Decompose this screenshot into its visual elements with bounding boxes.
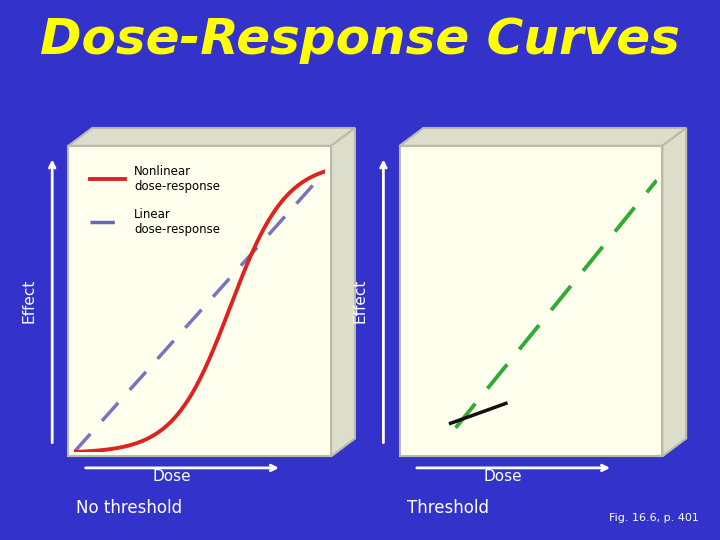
Text: Effect: Effect [353, 279, 367, 323]
Text: Dose: Dose [484, 469, 522, 484]
Text: Dose-Response Curves: Dose-Response Curves [40, 16, 680, 64]
Text: Effect: Effect [22, 279, 36, 323]
Text: Threshold: Threshold [407, 498, 489, 517]
Text: Dose: Dose [153, 469, 191, 484]
Legend: Nonlinear
dose-response, Linear
dose-response: Nonlinear dose-response, Linear dose-res… [80, 156, 230, 245]
Text: No threshold: No threshold [76, 498, 181, 517]
Text: Fig. 16.6, p. 401: Fig. 16.6, p. 401 [608, 514, 698, 523]
